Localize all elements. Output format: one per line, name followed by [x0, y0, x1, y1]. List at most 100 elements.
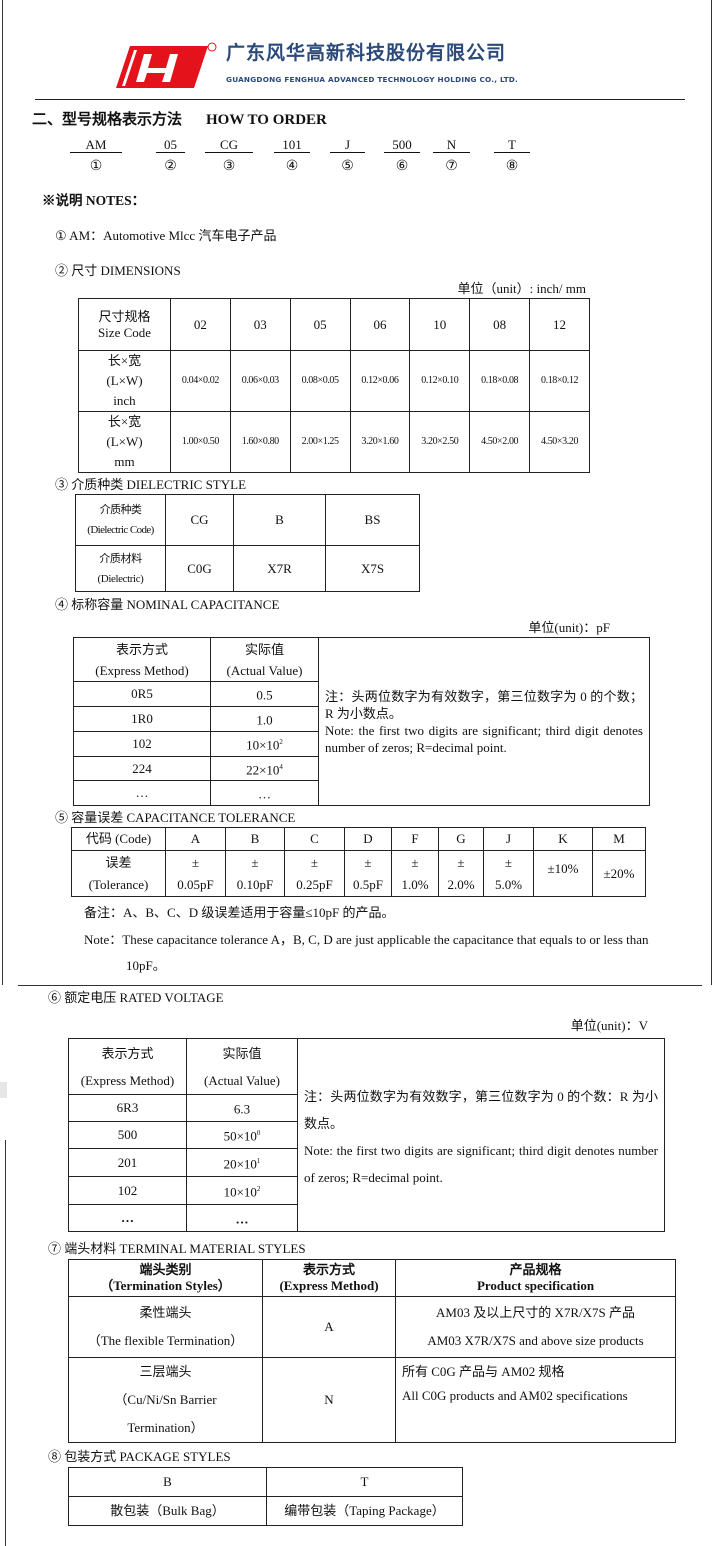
label-en: Size Code	[97, 324, 152, 340]
table-row: ……	[68, 1204, 665, 1232]
inch-value: 0.12×0.10	[409, 350, 471, 412]
express-method-header: 表示方式 (Express Method)	[68, 1038, 187, 1095]
title-en: HOW TO ORDER	[206, 112, 327, 128]
dimensions-unit: 单位（unit）: inch/ mm	[457, 281, 586, 296]
value: 0.25pF	[296, 876, 333, 892]
spec-cn: 所有 C0G 产品与 AM02 规格	[402, 1364, 565, 1379]
product-spec: AM03 及以上尺寸的 X7R/X7S 产品 AM03 X7R/X7S and a…	[395, 1296, 676, 1358]
tolerance-code: J	[483, 827, 534, 851]
label: (Actual Value)	[204, 1072, 280, 1088]
spec-en: AM03 X7R/X7S and above size products	[427, 1333, 644, 1348]
dielectric-material-label: 介质材料 (Dielectric)	[75, 545, 166, 592]
capacitance-note: 注：头两位数字为有效数字，第三位数字为 0 的个数；R 为小数点。 Note: t…	[318, 637, 650, 806]
label: 介质材料	[99, 552, 142, 565]
sign: ±	[364, 854, 372, 870]
tolerance-code: K	[533, 827, 593, 851]
tolerance-code: M	[592, 827, 646, 851]
size-code: 06	[349, 298, 411, 351]
sign: ±	[251, 854, 259, 870]
size-code: 03	[229, 298, 291, 351]
label: （The flexible Termination）	[87, 1333, 244, 1348]
express-code: …	[68, 1204, 187, 1232]
tolerance-title: ⑤ 容量误差 CAPACITANCE TOLERANCE	[55, 810, 296, 825]
actual-value: …	[210, 780, 319, 806]
label: (Dielectric)	[97, 572, 144, 585]
size-code: 08	[469, 298, 531, 351]
value: 1.0	[256, 712, 273, 728]
table-row: 端头类别 （Termination Styles） 表示方式 (Express Me…	[68, 1259, 676, 1297]
tolerance-code: C	[284, 827, 345, 851]
exponent: 2	[279, 738, 283, 747]
order-code: N	[433, 137, 470, 153]
table-row: ……	[73, 780, 650, 806]
capacitance-table: 表示方式 (Express Method) 实际值 (Actual Value) 注…	[73, 637, 650, 806]
express-code: 1R0	[73, 706, 211, 732]
exponent: 1	[256, 1156, 261, 1165]
table-row: 长×宽 (L×W) inch 0.04×0.02 0.06×0.03 0.08×0.…	[78, 350, 590, 412]
company-name-cn: 广东风华高新科技股份有限公司	[226, 42, 507, 64]
sign: ±	[411, 854, 419, 870]
order-code: AM	[70, 137, 122, 153]
product-spec-header: 产品规格 Product specification	[395, 1259, 676, 1297]
termination-style: 柔性端头 （The flexible Termination）	[68, 1296, 263, 1358]
inch-value: 0.18×0.08	[469, 350, 531, 412]
page-frame-left-lower	[5, 1140, 6, 1546]
express-method-header: 表示方式 (Express Method)	[262, 1259, 396, 1297]
package-code: T	[266, 1467, 463, 1497]
tolerance-remark-en-cont: 10pF。	[126, 958, 166, 973]
express-code: 201	[68, 1148, 187, 1177]
tolerance-value: ±0.25pF	[284, 850, 345, 897]
table-row: 表示方式 (Express Method) 实际值 (Actual Value) 注…	[73, 637, 650, 806]
label: (Actual Value)	[226, 662, 303, 678]
actual-value: 0.5	[210, 681, 319, 707]
actual-value-header: 实际值 (Actual Value)	[210, 637, 319, 682]
capacitance-title: ④ 标称容量 NOMINAL CAPACITANCE	[55, 597, 280, 612]
label: mm	[114, 454, 135, 469]
order-code: J	[330, 137, 365, 153]
label: 柔性端头	[139, 1305, 192, 1320]
value: 1.0%	[401, 876, 429, 892]
sign: ±	[457, 854, 465, 870]
termination-code: A	[262, 1296, 396, 1358]
package-code: B	[68, 1467, 267, 1497]
label: 长×宽	[107, 353, 142, 368]
table-row: 三层端头 （Cu/Ni/Sn Barrier Termination） N 所有 C…	[68, 1357, 676, 1443]
label: （Cu/Ni/Sn Barrier	[114, 1392, 217, 1407]
table-row: 201 20×101	[68, 1148, 665, 1177]
inch-value: 0.12×0.06	[349, 350, 411, 412]
spec-cn: AM03 及以上尺寸的 X7R/X7S 产品	[436, 1305, 635, 1320]
dimensions-table: 尺寸规格 Size Code 02 03 05 06 10 08 12 长×宽 (L…	[78, 298, 590, 473]
voltage-table: 表示方式 (Express Method) 实际值 (Actual Value) 注…	[68, 1038, 665, 1232]
value: 10×10	[246, 737, 280, 753]
termination-code: N	[262, 1357, 396, 1443]
value: …	[235, 1211, 249, 1227]
label: (Tolerance)	[88, 876, 149, 892]
page-frame-right	[711, 0, 712, 985]
tolerance-table: 代码 (Code) A B C D F G J K M 误差 (Tolerance…	[71, 827, 646, 897]
tolerance-code: D	[344, 827, 392, 851]
order-code-number: ②	[164, 159, 177, 174]
termination-style-header: 端头类别 （Termination Styles）	[68, 1259, 263, 1297]
table-row: 散包装（Bulk Bag） 编带包装（Taping Package）	[68, 1496, 463, 1526]
table-row: 长×宽 (L×W) mm 1.00×0.50 1.60×0.80 2.00×1.25…	[78, 411, 590, 473]
label: 长×宽	[107, 414, 142, 429]
spec-en: All C0G products and AM02 specifications	[402, 1388, 628, 1403]
label: (Express Method)	[95, 662, 189, 678]
size-code-label: 尺寸规格 Size Code	[78, 298, 171, 351]
value: 0.05pF	[177, 876, 214, 892]
mm-value: 1.00×0.50	[170, 411, 231, 473]
express-code: 500	[68, 1121, 187, 1149]
order-code-number: ③	[222, 159, 236, 174]
order-code: 05	[156, 137, 185, 153]
tolerance-label: 误差 (Tolerance)	[71, 850, 166, 897]
tolerance-value: ±2.0%	[438, 850, 484, 897]
label: (L×W)	[106, 434, 143, 449]
package-name: 编带包装（Taping Package）	[266, 1496, 463, 1526]
label: (Dielectric Code)	[87, 524, 154, 536]
actual-value-header: 实际值 (Actual Value)	[186, 1038, 298, 1095]
express-code: 0R5	[73, 681, 211, 707]
label: Termination）	[127, 1420, 204, 1435]
section-title: 二、型号规格表示方法 HOW TO ORDER	[32, 112, 327, 128]
value: 10×10	[223, 1184, 257, 1200]
page-frame-left	[2, 0, 3, 985]
